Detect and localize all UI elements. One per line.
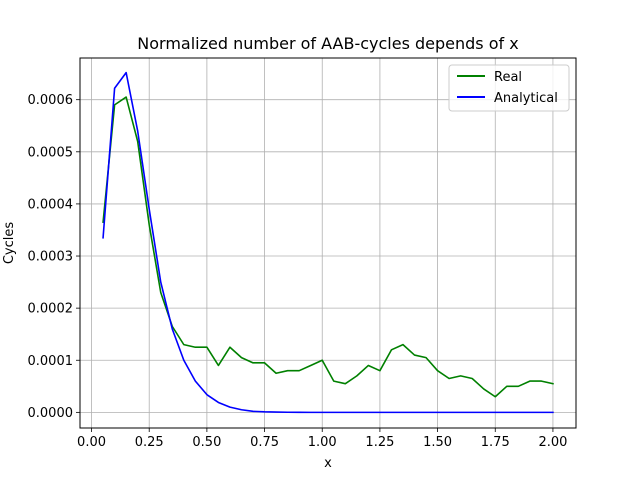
- y-tick-label: 0.0005: [28, 145, 74, 160]
- y-axis-label: Cycles: [2, 222, 17, 265]
- y-tick-label: 0.0001: [28, 354, 74, 369]
- x-tick-label: 0.00: [77, 435, 106, 450]
- y-tick-label: 0.0002: [28, 302, 74, 317]
- y-tick-label: 0.0003: [28, 250, 74, 265]
- x-tick-label: 1.00: [308, 435, 337, 450]
- y-tick-label: 0.0000: [28, 406, 74, 421]
- series-line-real: [102, 96, 554, 398]
- x-axis-ticks: 0.00 0.25 0.50 0.75 1.00 1.25 1.50 1.75 2.00: [77, 428, 567, 450]
- x-tick-label: 0.75: [250, 435, 279, 450]
- legend-label-analytical: Analytical: [494, 91, 558, 106]
- x-tick-label: 1.75: [481, 435, 510, 450]
- x-tick-label: 1.50: [423, 435, 452, 450]
- y-tick-label: 0.0004: [28, 197, 74, 212]
- y-tick-label: 0.0006: [28, 93, 74, 108]
- y-axis-ticks: 0.0000 0.0001 0.0002 0.0003 0.0004 0.0005 0.00…: [28, 93, 80, 421]
- legend: Real Analytical: [448, 64, 570, 112]
- chart-title: Normalized number of AAB-cycles depends …: [137, 34, 518, 53]
- x-tick-label: 0.50: [192, 435, 221, 450]
- grid: [80, 58, 576, 428]
- plot-frame: [79, 57, 577, 429]
- plot-lines: [102, 71, 554, 414]
- x-axis-label: x: [324, 456, 332, 471]
- x-tick-label: 1.25: [365, 435, 394, 450]
- x-tick-label: 0.25: [135, 435, 164, 450]
- legend-label-real: Real: [494, 70, 522, 85]
- series-line-analytical: [102, 71, 554, 414]
- x-tick-label: 2.00: [538, 435, 567, 450]
